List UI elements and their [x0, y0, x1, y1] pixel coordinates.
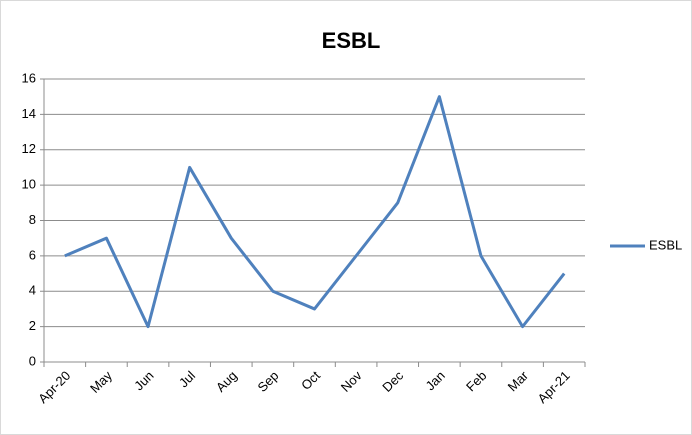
y-tick-label: 2	[29, 318, 36, 333]
legend-label: ESBL	[649, 237, 682, 252]
y-tick-label: 14	[22, 106, 36, 121]
y-tick-label: 16	[22, 70, 36, 85]
y-tick-label: 8	[29, 212, 36, 227]
data-line	[64, 95, 566, 329]
y-tick-label: 10	[22, 177, 36, 192]
y-tick-label: 12	[22, 141, 36, 156]
y-tick-label: 0	[29, 353, 36, 368]
chart-title: ESBL	[322, 28, 381, 53]
y-tick-label: 6	[29, 247, 36, 262]
y-tick-label: 4	[29, 283, 36, 298]
